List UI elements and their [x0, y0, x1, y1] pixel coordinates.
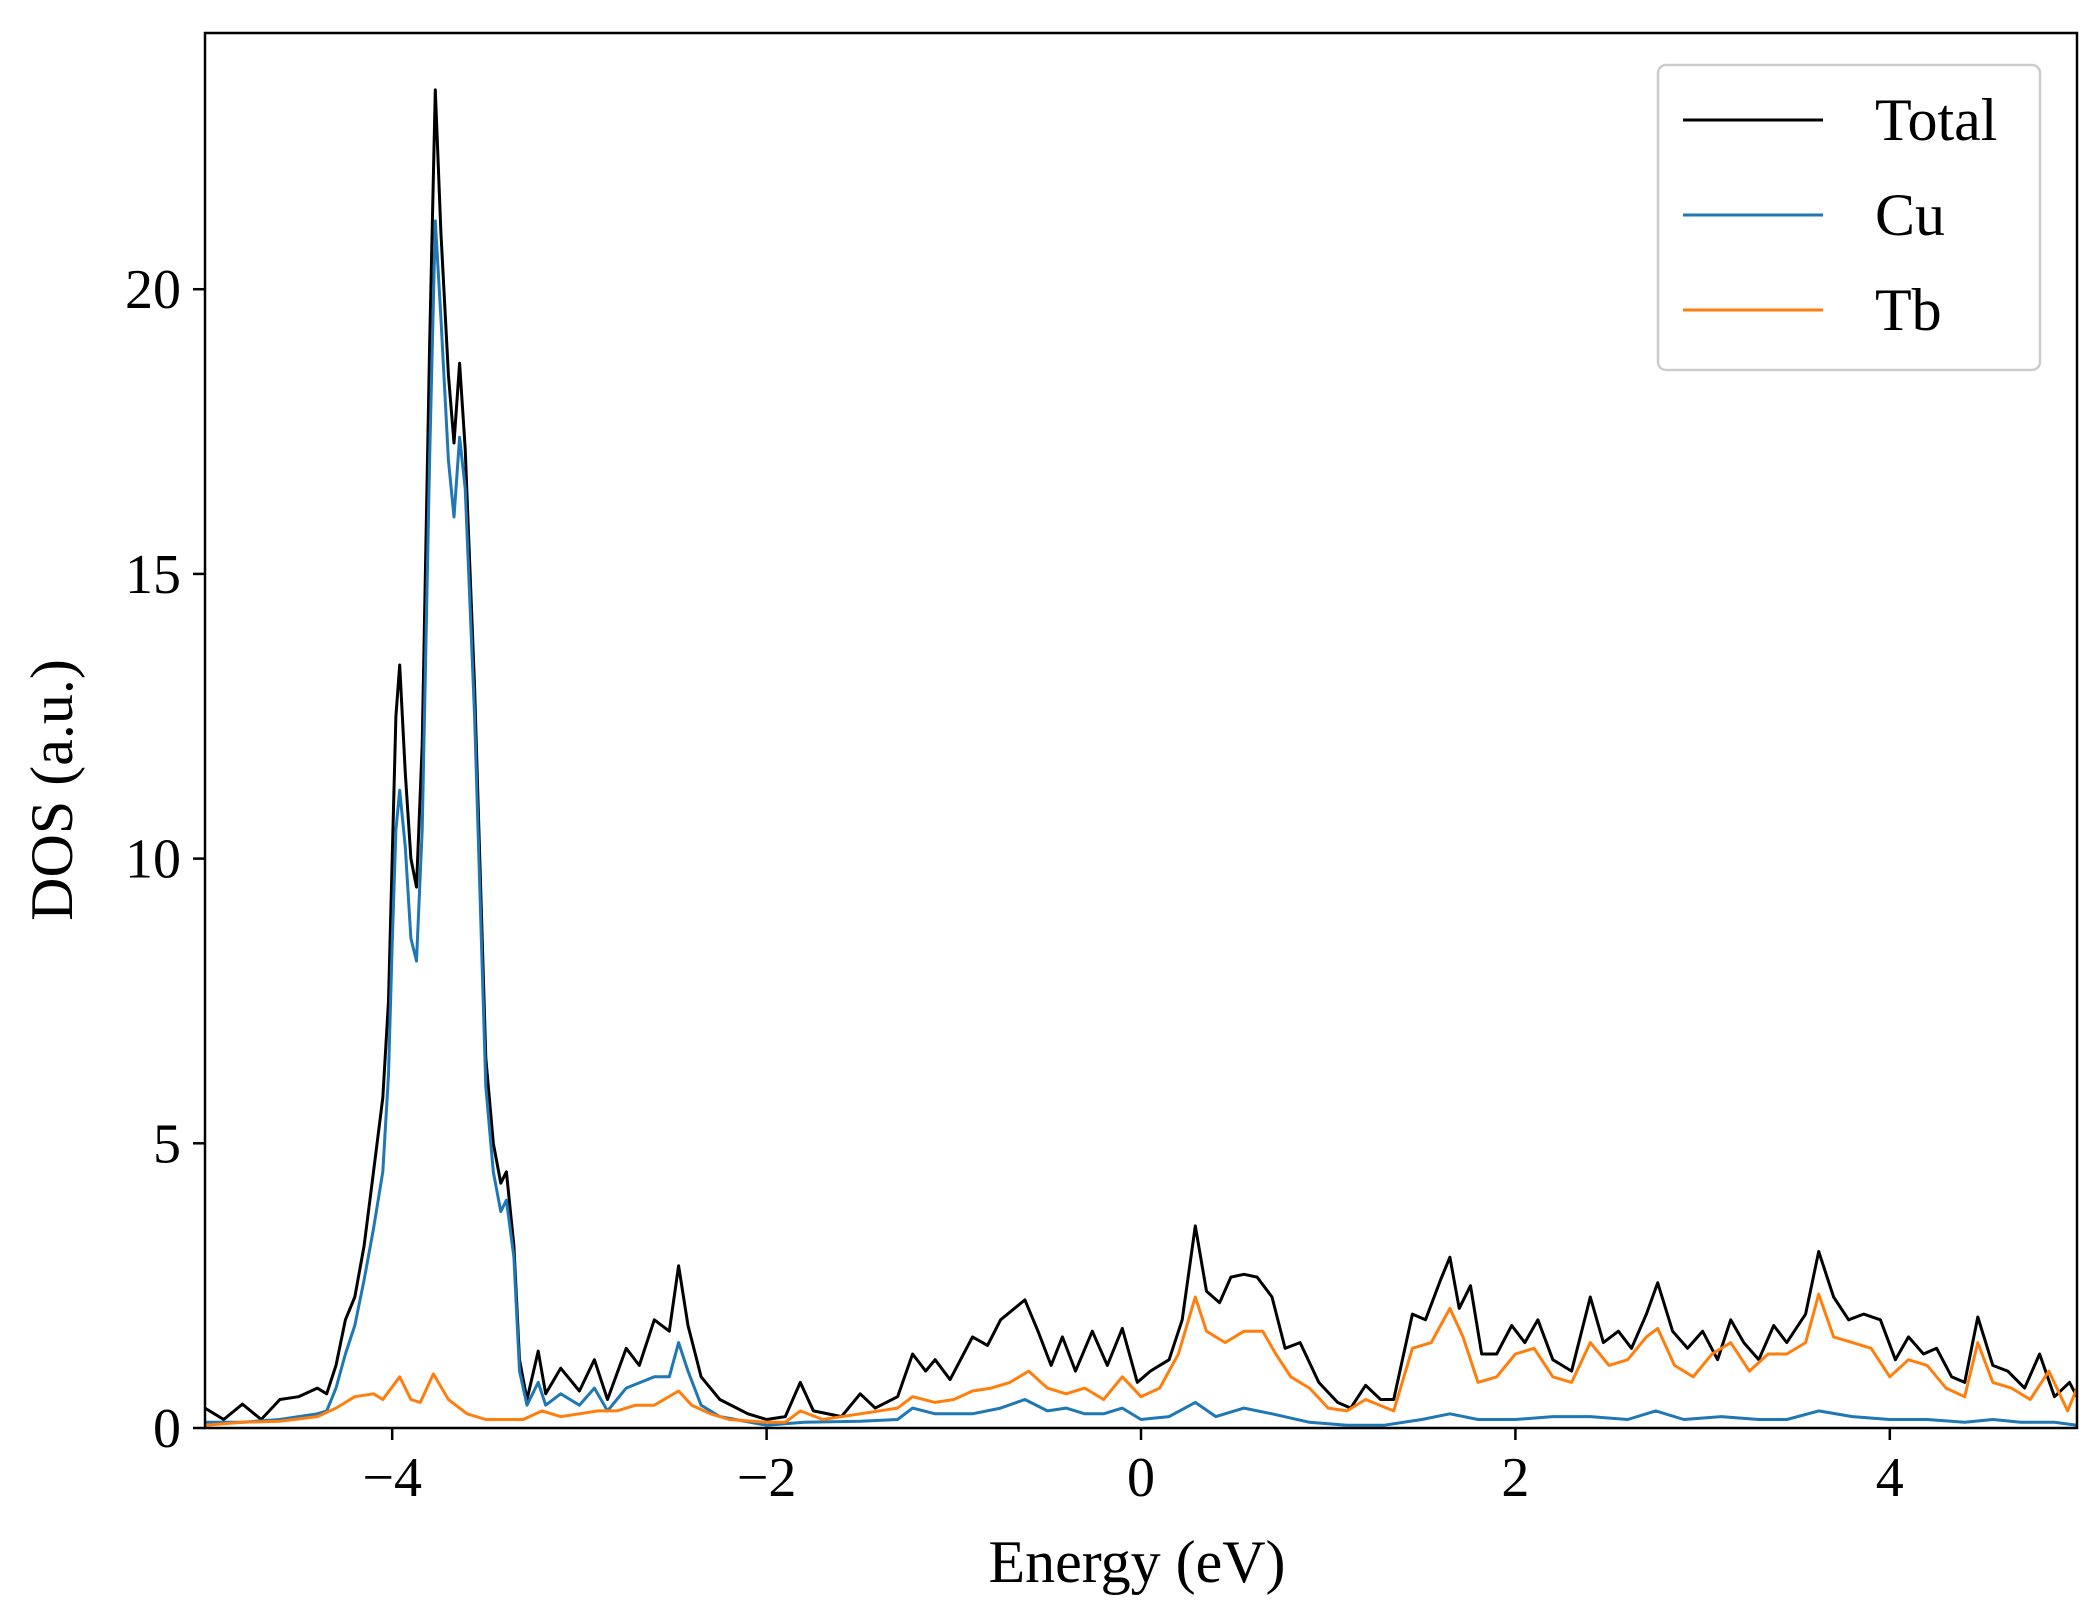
y-tick-label: 15: [125, 544, 181, 606]
x-tick-label: −4: [362, 1447, 422, 1509]
legend-box: [1656, 63, 2042, 372]
series-line-cu: [205, 219, 2077, 1427]
y-axis-title: DOS (a.u.): [19, 659, 85, 921]
y-tick-label: 0: [153, 1398, 181, 1460]
series-line-tb: [205, 1292, 2077, 1427]
legend: Total Cu Tb: [1656, 63, 2042, 372]
y-tick-label: 5: [153, 1113, 181, 1175]
series-line-total: [205, 88, 2077, 1421]
x-tick-label: 4: [1876, 1447, 1904, 1509]
x-tick-label: 2: [1501, 1447, 1529, 1509]
legend-label-tb: Tb: [1875, 277, 1942, 343]
series-layer: [205, 88, 2077, 1427]
legend-label-total: Total: [1875, 87, 1997, 153]
y-tick-label: 10: [125, 829, 181, 891]
y-tick-label: 20: [125, 259, 181, 321]
x-axis-title: Energy (eV): [988, 1529, 1285, 1595]
y-axis-ticks: 0 5 10 15 20: [125, 259, 205, 1460]
x-tick-label: 0: [1127, 1447, 1155, 1509]
x-axis-ticks: −4 −2 0 2 4: [362, 1428, 1904, 1509]
legend-label-cu: Cu: [1875, 182, 1945, 248]
x-tick-label: −2: [737, 1447, 797, 1509]
